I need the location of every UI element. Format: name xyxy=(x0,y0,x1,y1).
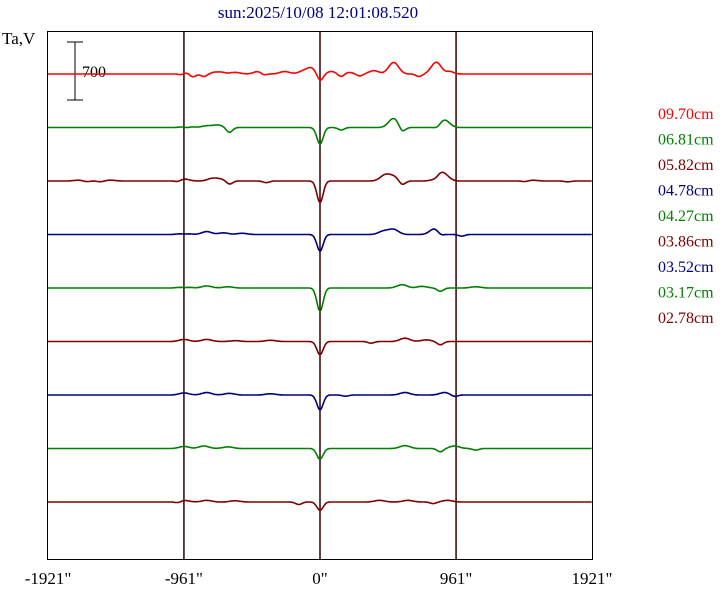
divider-lines xyxy=(183,32,457,559)
legend-entry: 05.82cm xyxy=(658,157,714,174)
legend-entry: 04.78cm xyxy=(658,183,714,200)
trace-05-82cm xyxy=(48,171,592,204)
y-axis-label: Ta,V xyxy=(2,29,36,48)
chart-title: sun:2025/10/08 12:01:08.520 xyxy=(218,3,418,22)
legend-entry: 06.81cm xyxy=(658,132,714,149)
plot-frame xyxy=(47,31,593,560)
legend-entry: 03.86cm xyxy=(658,234,714,251)
trace-03-86cm xyxy=(48,337,592,356)
scale-bar xyxy=(67,41,83,101)
trace-02-78cm xyxy=(48,499,592,512)
legend-entry: 04.27cm xyxy=(658,208,714,225)
legend-entry: 09.70cm xyxy=(658,106,714,123)
x-tick-labels: -1921" -961" 0" 961" 1921" xyxy=(25,569,613,588)
trace-04-78cm xyxy=(48,228,592,253)
scale-bar-label: 700 xyxy=(82,64,106,81)
trace-03-52cm xyxy=(48,391,592,411)
x-tick-label: -1921" xyxy=(25,569,72,588)
x-tick-label: 0" xyxy=(312,569,327,588)
legend: 09.70cm 06.81cm 05.82cm 04.78cm 04.27cm 03.86… xyxy=(658,106,714,327)
legend-entry: 03.17cm xyxy=(658,285,714,302)
trace-06-81cm xyxy=(48,117,592,146)
legend-entry: 03.52cm xyxy=(658,259,714,276)
trace-09-70cm xyxy=(48,61,592,81)
trace-03-17cm xyxy=(48,444,592,461)
legend-entry: 02.78cm xyxy=(658,310,714,327)
x-tick-label: -961" xyxy=(165,569,203,588)
x-tick-label: 1921" xyxy=(572,569,613,588)
traces xyxy=(48,61,592,512)
trace-04-27cm xyxy=(48,283,592,313)
x-tick-label: 961" xyxy=(440,569,472,588)
